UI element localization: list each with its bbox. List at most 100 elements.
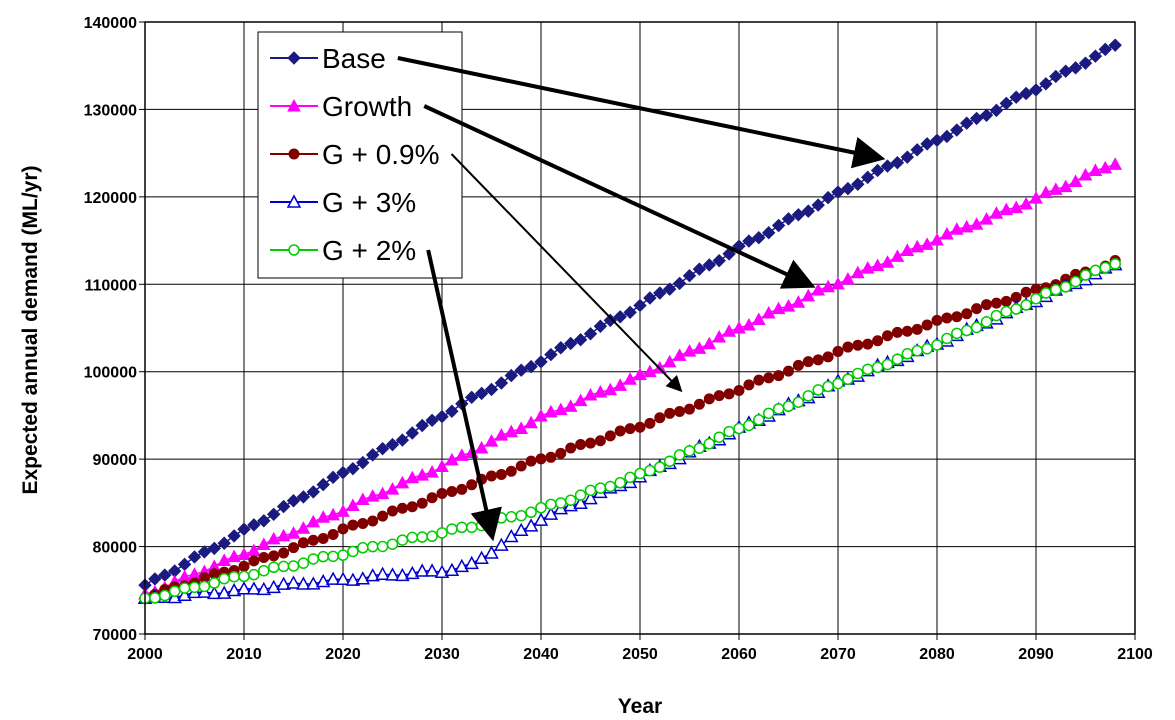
data-point <box>911 323 923 335</box>
data-point <box>761 306 776 319</box>
data-point <box>969 217 984 230</box>
data-point <box>1099 261 1112 274</box>
y-axis-ticks: 70000 80000 90000 100000 110000 120000 130000 1… <box>84 15 145 644</box>
data-point <box>434 564 450 578</box>
data-point <box>296 490 311 504</box>
data-point <box>812 354 824 366</box>
data-point <box>395 567 410 582</box>
data-point <box>446 485 458 497</box>
data-point <box>197 545 212 559</box>
data-point <box>999 96 1014 111</box>
data-point <box>426 530 438 543</box>
data-point <box>347 519 359 531</box>
data-point <box>1088 163 1103 176</box>
data-point <box>762 407 775 420</box>
legend-entry: G + 2% <box>270 235 416 266</box>
data-point <box>248 555 260 567</box>
data-point <box>860 170 875 185</box>
data-point <box>515 509 527 522</box>
data-point <box>831 276 845 290</box>
series-growth <box>138 157 1123 600</box>
data-point <box>781 299 796 312</box>
data-point <box>276 499 291 514</box>
y-tick-label: 110000 <box>84 277 137 294</box>
data-point <box>882 330 893 342</box>
x-tick-label: 2100 <box>1117 646 1153 663</box>
data-point <box>336 504 350 517</box>
data-point <box>336 465 350 480</box>
data-point <box>504 368 519 383</box>
data-point <box>742 317 756 331</box>
data-point <box>921 319 933 331</box>
data-point <box>414 563 430 577</box>
data-point <box>594 482 607 494</box>
data-point <box>287 560 300 572</box>
data-point <box>425 413 439 428</box>
data-point <box>327 550 339 563</box>
data-point <box>733 422 745 435</box>
y-axis-title: Expected annual demand (ML/yr) <box>19 165 42 494</box>
data-point <box>693 442 706 454</box>
data-point <box>555 497 567 509</box>
data-point <box>1048 182 1063 195</box>
annotation-arrow <box>423 104 816 289</box>
data-point <box>712 253 726 268</box>
data-point <box>702 336 717 350</box>
data-point <box>534 355 548 369</box>
data-point <box>535 502 547 514</box>
data-point <box>593 384 608 398</box>
data-point <box>385 567 400 581</box>
data-point <box>891 326 903 338</box>
data-point <box>881 358 894 371</box>
data-point <box>317 533 329 545</box>
x-tick-label: 2010 <box>226 646 262 663</box>
data-point <box>327 529 339 541</box>
data-point <box>910 239 925 253</box>
data-point <box>743 419 755 432</box>
data-point <box>337 549 349 561</box>
data-point <box>387 505 398 517</box>
data-point <box>951 327 963 340</box>
data-point <box>563 336 578 351</box>
data-point <box>228 570 240 583</box>
data-point <box>940 226 954 240</box>
data-point <box>405 470 420 484</box>
data-point <box>494 428 509 441</box>
data-point <box>1058 179 1073 193</box>
legend-entry: G + 0.9% <box>270 139 440 170</box>
data-point <box>454 448 469 461</box>
data-point <box>347 545 359 558</box>
data-point <box>1009 200 1024 214</box>
data-point <box>860 261 875 274</box>
data-point <box>365 568 380 582</box>
data-point <box>375 486 390 500</box>
data-point <box>930 233 944 246</box>
data-point <box>375 441 390 456</box>
data-point <box>910 143 924 157</box>
data-point <box>950 123 964 137</box>
data-point <box>822 351 834 363</box>
data-point <box>931 314 943 326</box>
data-point <box>802 390 815 402</box>
data-point <box>584 484 597 497</box>
data-point <box>782 400 795 412</box>
data-point <box>959 116 974 130</box>
data-point <box>424 563 440 577</box>
data-point <box>337 523 349 535</box>
data-point <box>1019 86 1033 101</box>
data-point <box>377 510 389 522</box>
data-point <box>335 571 351 586</box>
data-point <box>831 185 845 199</box>
legend-swatch-marker <box>286 194 302 208</box>
legend-swatch-marker <box>287 51 301 65</box>
data-point <box>644 464 656 477</box>
data-point <box>989 206 1004 219</box>
data-point <box>989 103 1004 118</box>
data-point <box>751 312 766 326</box>
data-point <box>495 512 508 524</box>
data-point <box>682 344 697 357</box>
data-point <box>256 537 271 550</box>
data-point <box>624 423 636 435</box>
data-point <box>306 576 321 590</box>
data-point <box>792 359 804 371</box>
